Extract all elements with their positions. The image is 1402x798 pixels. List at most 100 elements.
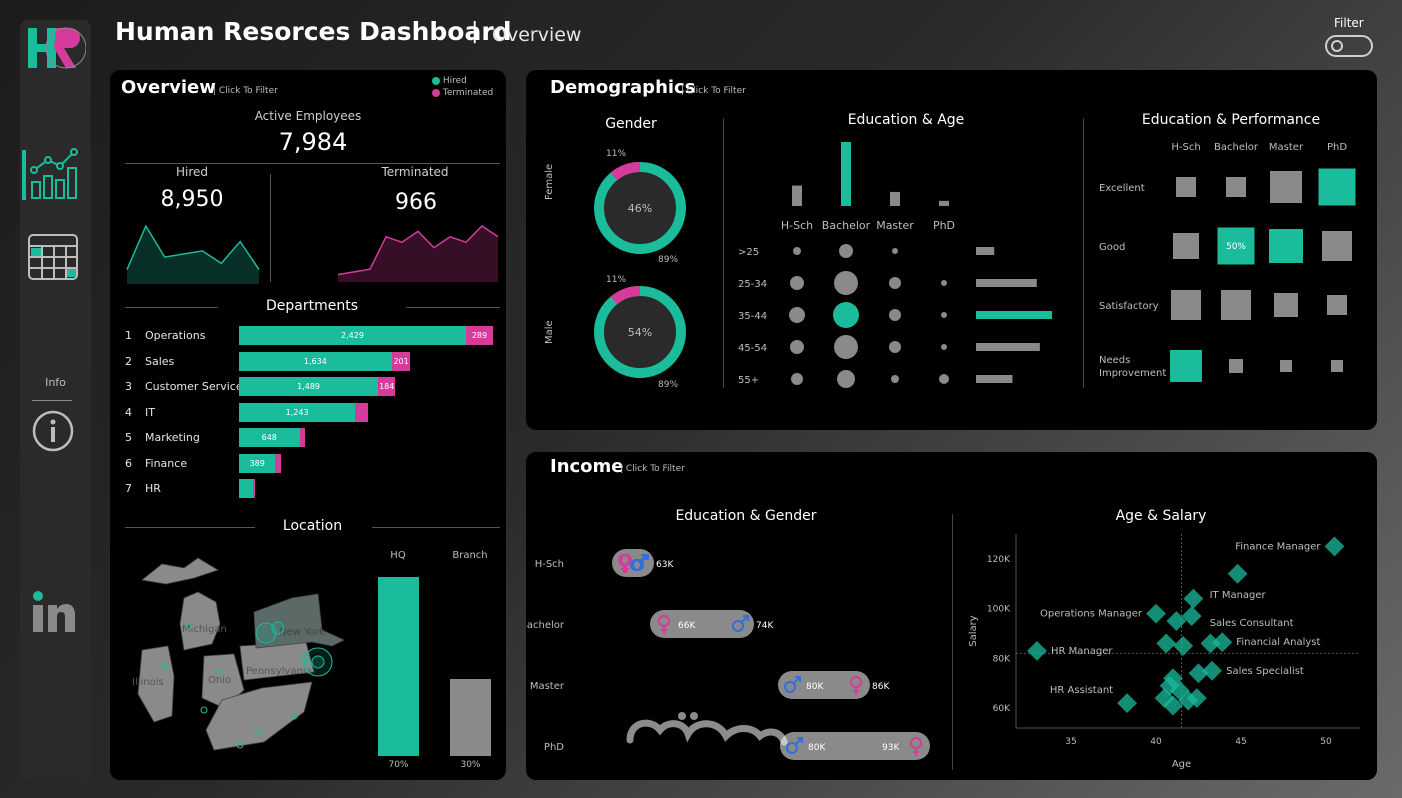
legend-terminated[interactable]: Terminated	[432, 88, 493, 98]
department-row[interactable]: 4 IT 1,243	[110, 402, 506, 424]
filter-toggle[interactable]	[1325, 35, 1373, 57]
salary-point	[1324, 536, 1345, 557]
education-gender-title: Education & Gender	[675, 508, 817, 524]
map-marker-south-3[interactable]	[290, 712, 298, 720]
map-marker-michigan[interactable]	[185, 623, 193, 631]
kpi-vertical-divider	[270, 174, 271, 282]
department-row[interactable]: 6 Finance 389	[110, 453, 506, 475]
department-name: IT	[145, 405, 155, 419]
age-row-label: >25	[738, 247, 759, 258]
map-marker-south-4[interactable]	[236, 741, 244, 749]
department-row[interactable]: 3 Customer Service 1,489 184	[110, 376, 506, 398]
male-donut[interactable]: 54%	[592, 284, 688, 380]
salary-point-label: Sales Consultant	[1210, 618, 1294, 629]
branch-percent: 30%	[460, 760, 481, 770]
salary-point	[1173, 636, 1194, 656]
map-marker-new-york-2[interactable]	[271, 621, 285, 635]
linkedin-icon[interactable]	[30, 588, 78, 636]
performance-row-label-line-2: Improvement	[1099, 368, 1166, 379]
hired-trend-chart[interactable]	[125, 220, 261, 284]
table-nav-icon[interactable]	[28, 234, 80, 282]
age-row-label: 45-54	[738, 343, 767, 354]
department-terminated-bar[interactable]	[275, 453, 281, 473]
performance-cell	[1217, 227, 1255, 265]
department-name: HR	[145, 482, 161, 495]
male-icon	[630, 554, 647, 571]
map-shape-michigan[interactable]	[179, 591, 221, 651]
income-education-label: Bachelor	[526, 620, 565, 631]
department-hired-bar[interactable]: 389	[239, 453, 276, 473]
gender-title: Gender	[605, 116, 657, 132]
performance-column-label: PhD	[1327, 142, 1347, 153]
education-age-chart[interactable]: H-Sch Bachelor Master PhD >25 25-34 35-44 45-54…	[726, 135, 1066, 390]
income-gender-pill	[780, 732, 930, 760]
map-marker-illinois[interactable]	[160, 663, 168, 671]
map-marker-new-york-1[interactable]	[255, 622, 277, 644]
department-terminated-bar[interactable]: 289	[465, 326, 493, 345]
map-marker-south-1[interactable]	[200, 706, 208, 714]
department-row[interactable]: 2 Sales 1,634 201	[110, 351, 506, 373]
demographics-filter-hint[interactable]: | Click To Filter	[681, 86, 746, 96]
education-performance-chart[interactable]: H-Sch Bachelor Master PhD Excellent Good Satis…	[1091, 135, 1371, 395]
income-filter-hint[interactable]: | Click To Filter	[620, 464, 685, 474]
y-axis-title: Salary	[968, 615, 979, 646]
overview-nav-icon[interactable]	[22, 148, 82, 202]
hq-bar[interactable]	[378, 577, 419, 756]
map-marker-ohio[interactable]	[214, 669, 222, 677]
location-left-rule	[125, 527, 255, 528]
income-education-label: H-Sch	[535, 559, 564, 570]
department-terminated-bar[interactable]	[253, 479, 255, 498]
departments-title: Departments	[265, 298, 358, 314]
department-row[interactable]: 5 Marketing 648	[110, 427, 506, 449]
department-row[interactable]: 1 Operations 2,429 289	[110, 325, 506, 347]
salary-point-label: IT Manager	[1210, 590, 1267, 601]
male-icon	[732, 615, 749, 632]
department-hired-bar[interactable]: 1,489	[239, 377, 379, 396]
age-education-dot	[889, 277, 901, 289]
income-right-value: 63K	[656, 560, 674, 570]
branch-bar[interactable]	[450, 679, 491, 756]
location-map[interactable]: Michigan New York Illinois Ohio Pennsylv…	[122, 550, 352, 760]
department-hired-bar[interactable]: 2,429	[239, 326, 466, 345]
age-education-dot	[789, 307, 805, 323]
income-education-label: PhD	[544, 742, 564, 753]
legend-hired[interactable]: Hired	[432, 76, 467, 86]
page-subtitle: Overview	[492, 24, 582, 46]
terminated-trend-chart[interactable]	[336, 220, 500, 282]
departments-chart[interactable]: 1 Operations 2,429 289 2 Sales 1,634 201 3 Custom…	[110, 325, 506, 505]
department-hired-bar[interactable]: 648	[239, 428, 300, 447]
info-icon[interactable]	[32, 410, 74, 452]
performance-cell	[1270, 171, 1302, 203]
map-shape-new-york[interactable]	[253, 593, 345, 649]
department-rank: 6	[125, 456, 132, 470]
age-salary-chart[interactable]: 35 40 45 50 120K 100K 80K 60K Age Salary Finance M…	[958, 530, 1368, 775]
department-terminated-bar[interactable]: 201	[391, 351, 411, 371]
demographics-divider-2	[1083, 118, 1084, 388]
map-shape-michigan-upper[interactable]	[141, 557, 219, 585]
map-marker-south-2[interactable]	[254, 728, 262, 736]
map-marker-east-3[interactable]	[299, 653, 309, 663]
age-row-label: 25-34	[738, 279, 767, 290]
overview-filter-hint[interactable]: | Click To Filter	[213, 86, 278, 96]
department-terminated-bar[interactable]	[299, 428, 306, 447]
hr-logo[interactable]	[26, 24, 87, 76]
department-hired-bar[interactable]	[239, 479, 254, 498]
department-terminated-bar[interactable]: 184	[378, 377, 396, 396]
department-hired-bar[interactable]: 1,243	[239, 402, 356, 422]
demographics-divider-1	[723, 118, 724, 388]
female-donut[interactable]: 46%	[592, 160, 688, 256]
age-row-bar	[976, 311, 1052, 319]
department-rank: 3	[125, 380, 132, 393]
performance-cell	[1170, 350, 1202, 382]
map-shape-southeast[interactable]	[205, 681, 313, 751]
department-hired-bar[interactable]: 1,634	[239, 351, 392, 371]
age-education-dot	[793, 247, 801, 255]
map-shape-illinois[interactable]	[137, 645, 175, 723]
salary-point-label: Financial Analyst	[1236, 637, 1320, 648]
y-tick-label: 80K	[993, 654, 1011, 664]
location-title: Location	[282, 518, 343, 534]
map-marker-east-2[interactable]	[311, 655, 325, 669]
department-row[interactable]: 7 HR	[110, 478, 506, 500]
department-terminated-bar[interactable]	[355, 402, 369, 422]
education-gender-chart[interactable]: H-Sch 63K Bachelor 66K 74K Master 80K 86K PhD 80K…	[526, 532, 946, 772]
